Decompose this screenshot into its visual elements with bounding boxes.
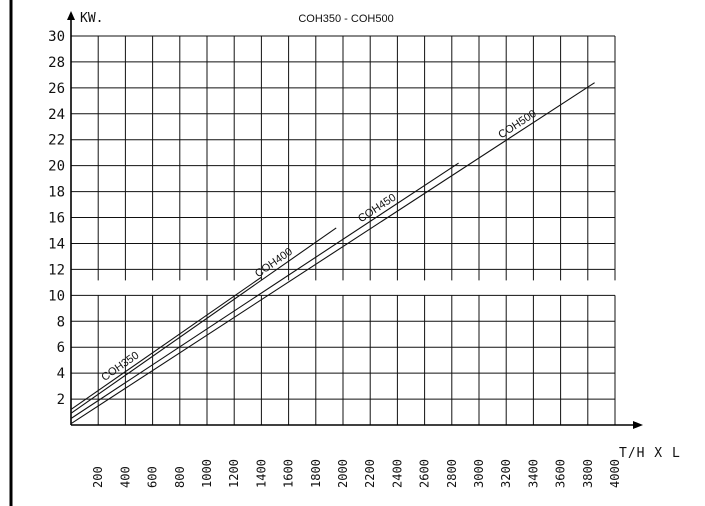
x-tick-labels: 200 400 600 800 1000 1200 1400 1600 1800 2000 2200… [91, 459, 622, 488]
y-tick-label: 12 [48, 262, 65, 278]
y-tick-label: 18 [48, 185, 65, 201]
axes [67, 11, 643, 429]
y-tick-label: 24 [48, 107, 65, 123]
x-axis-label: T/H X L [619, 446, 681, 461]
chart-title: COH350 - COH500 [298, 13, 393, 25]
series-lines [70, 82, 595, 425]
x-tick-label: 200 [91, 466, 105, 488]
x-tick-label: 800 [173, 466, 187, 488]
x-tick-label: 2200 [363, 459, 377, 488]
x-tick-label: 3400 [526, 459, 540, 488]
x-tick-label: 2600 [418, 459, 432, 488]
y-tick-label: 6 [57, 340, 65, 356]
x-tick-label: 3200 [499, 459, 513, 488]
y-tick-label: 4 [57, 366, 65, 382]
y-tick-label: 30 [48, 29, 65, 45]
series-label-coh450: COH450 [356, 192, 398, 226]
x-tick-label: 1200 [227, 459, 241, 488]
x-tick-label: 1600 [282, 459, 296, 488]
x-tick-label: 2800 [445, 459, 459, 488]
x-tick-label: 3800 [581, 459, 595, 488]
series-line-coh450 [70, 162, 459, 419]
y-tick-label: 10 [48, 288, 65, 304]
y-tick-label: 26 [48, 81, 65, 97]
x-tick-label: 1800 [309, 459, 323, 488]
y-tick-label: 8 [57, 314, 65, 330]
y-tick-label: 28 [48, 55, 65, 71]
x-tick-label: 2000 [336, 459, 350, 488]
series-line-coh400 [70, 227, 337, 414]
x-tick-label: 3000 [472, 459, 486, 488]
series-line-coh350 [70, 276, 262, 410]
x-tick-label: 4000 [608, 459, 622, 488]
series-line-coh500 [70, 82, 595, 425]
x-tick-label: 1400 [254, 459, 268, 488]
y-axis-label: KW. [80, 11, 103, 26]
y-tick-label: 20 [48, 159, 65, 175]
y-tick-label: 16 [48, 211, 65, 227]
x-axis-arrowhead [633, 421, 643, 429]
x-tick-label: 600 [146, 466, 160, 488]
x-tick-label: 1000 [200, 459, 214, 488]
y-tick-label: 22 [48, 133, 65, 149]
series-label-coh500: COH500 [496, 108, 538, 141]
grid-gap-marks [97, 269, 616, 281]
x-tick-label: 2400 [390, 459, 404, 488]
x-tick-label: 400 [118, 466, 132, 488]
grid-lines [71, 35, 616, 425]
y-tick-label: 14 [48, 236, 65, 252]
y-axis-arrowhead [67, 11, 75, 20]
y-tick-label: 2 [57, 392, 65, 408]
x-tick-label: 3600 [554, 459, 568, 488]
